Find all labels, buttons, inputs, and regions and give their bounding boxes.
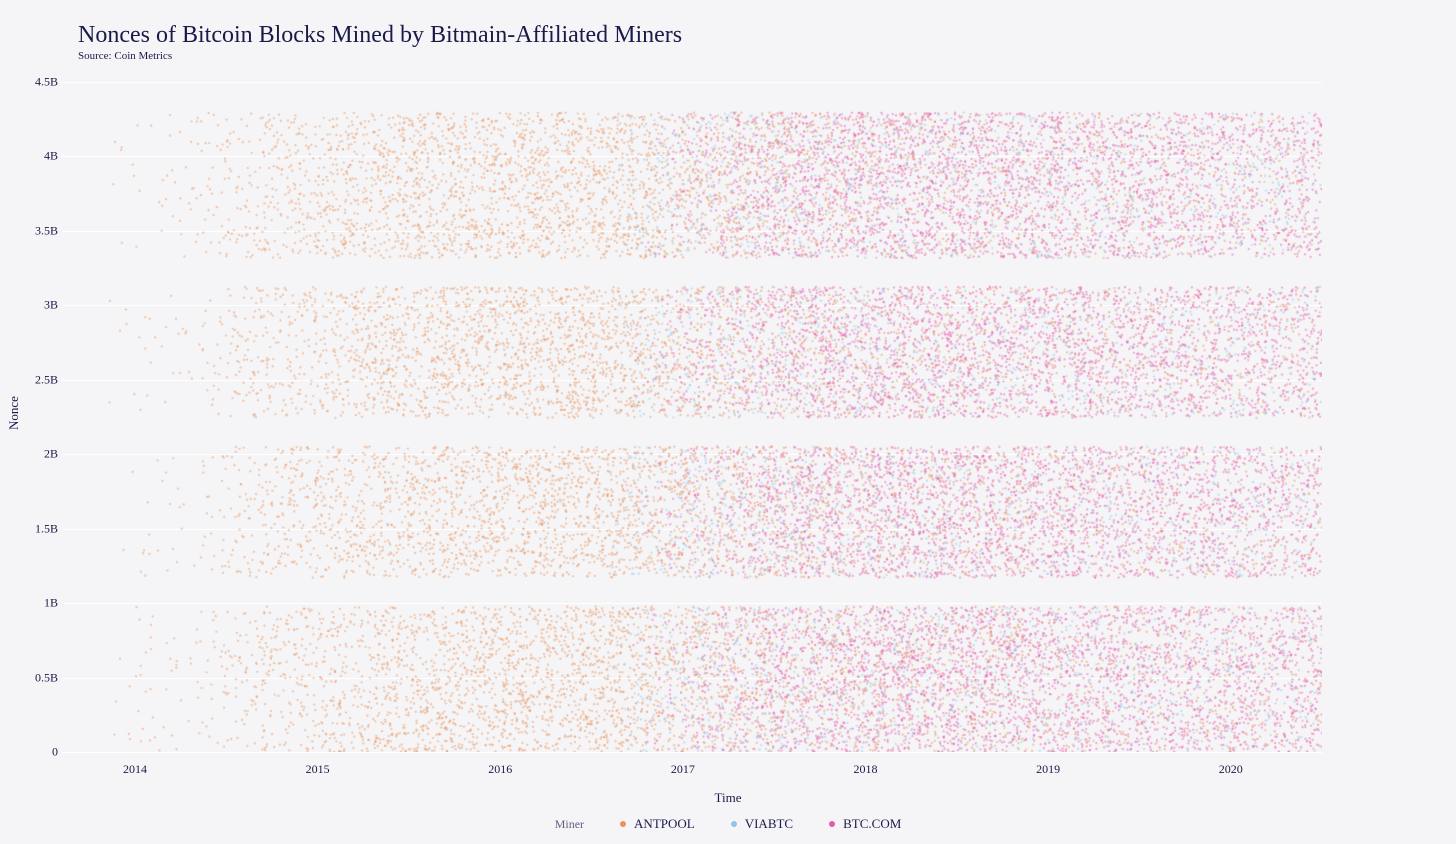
legend-item-antpool: ANTPOOL — [620, 816, 695, 832]
x-tick-label: 2018 — [853, 762, 877, 777]
y-tick-label: 3.5B — [0, 223, 58, 238]
legend: Miner ANTPOOL VIABTC BTC.COM — [0, 816, 1456, 832]
x-tick-label: 2015 — [306, 762, 330, 777]
x-axis-label: Time — [0, 790, 1456, 806]
x-tick-label: 2016 — [488, 762, 512, 777]
legend-label: VIABTC — [745, 816, 793, 832]
y-tick-label: 1B — [0, 596, 58, 611]
x-tick-label: 2014 — [123, 762, 147, 777]
x-tick-label: 2020 — [1219, 762, 1243, 777]
y-tick-label: 4.5B — [0, 75, 58, 90]
x-tick-label: 2019 — [1036, 762, 1060, 777]
chart-container: Nonces of Bitcoin Blocks Mined by Bitmai… — [0, 0, 1456, 844]
legend-dot-icon — [731, 821, 737, 827]
y-tick-label: 2B — [0, 447, 58, 462]
plot-area — [62, 82, 1322, 752]
y-tick-label: 2.5B — [0, 372, 58, 387]
x-tick-label: 2017 — [671, 762, 695, 777]
y-tick-label: 3B — [0, 298, 58, 313]
y-tick-label: 0.5B — [0, 670, 58, 685]
legend-dot-icon — [620, 821, 626, 827]
legend-dot-icon — [829, 821, 835, 827]
legend-item-viabtc: VIABTC — [731, 816, 793, 832]
y-tick-label: 4B — [0, 149, 58, 164]
gridline — [62, 752, 1322, 753]
y-tick-label: 1.5B — [0, 521, 58, 536]
legend-title: Miner — [555, 817, 584, 832]
legend-item-btccom: BTC.COM — [829, 816, 901, 832]
legend-label: BTC.COM — [843, 816, 901, 832]
chart-subtitle: Source: Coin Metrics — [78, 50, 172, 62]
chart-title: Nonces of Bitcoin Blocks Mined by Bitmai… — [78, 22, 682, 49]
legend-label: ANTPOOL — [634, 816, 695, 832]
scatter-canvas — [62, 82, 1322, 752]
y-axis-label: Nonce — [6, 396, 22, 430]
y-tick-label: 0 — [0, 745, 58, 760]
